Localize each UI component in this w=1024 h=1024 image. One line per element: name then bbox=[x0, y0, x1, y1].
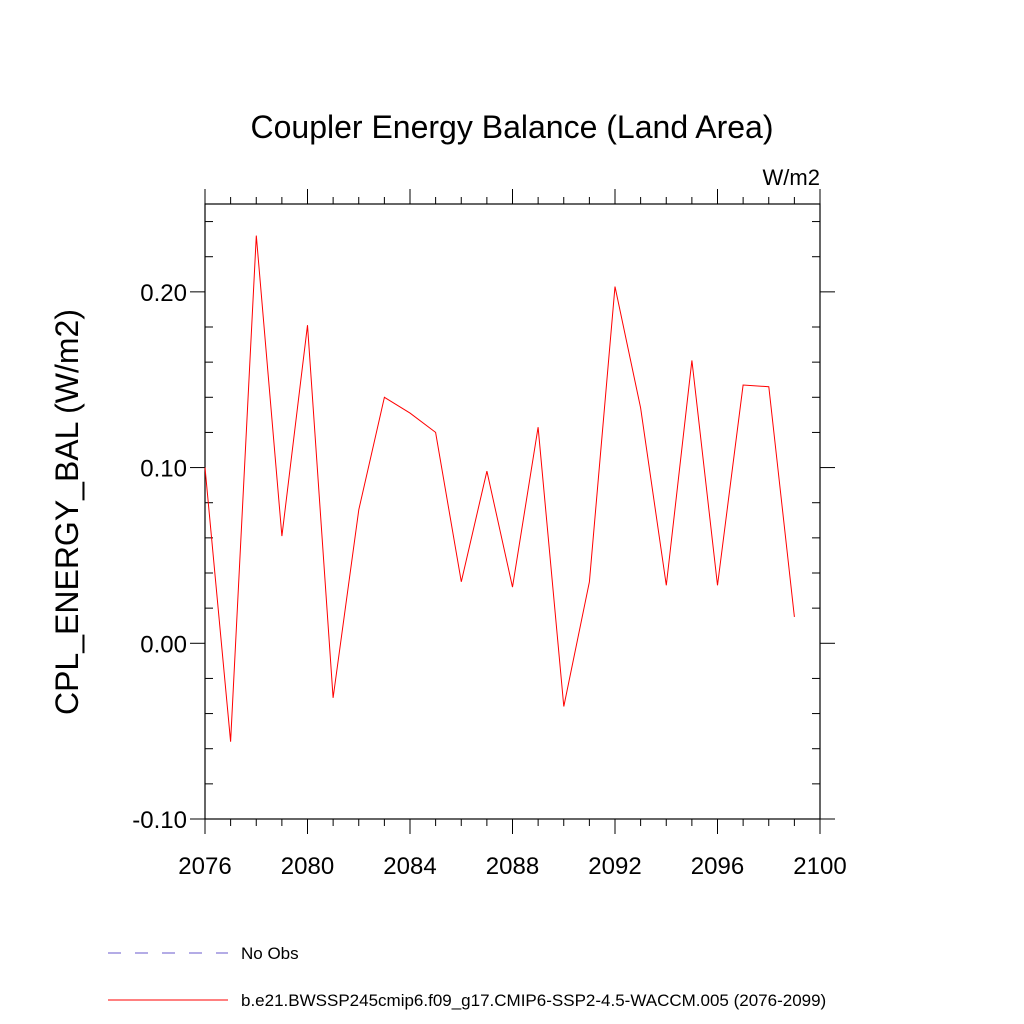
axis-ticks bbox=[190, 189, 835, 834]
y-tick-label: -0.10 bbox=[132, 807, 187, 834]
x-tick-label: 2100 bbox=[793, 853, 846, 880]
x-tick-label: 2092 bbox=[588, 853, 641, 880]
x-tick-label: 2084 bbox=[383, 853, 436, 880]
data-series-line bbox=[204, 235, 795, 742]
series-layer bbox=[204, 235, 795, 742]
units-label: W/m2 bbox=[763, 165, 820, 190]
x-tick-label: 2088 bbox=[486, 853, 539, 880]
legend-label: No Obs bbox=[241, 944, 299, 963]
chart-title: Coupler Energy Balance (Land Area) bbox=[251, 109, 774, 145]
x-tick-label: 2080 bbox=[281, 853, 334, 880]
legend-label: b.e21.BWSSP245cmip6.f09_g17.CMIP6-SSP2-4… bbox=[241, 991, 826, 1010]
x-tick-label: 2096 bbox=[691, 853, 744, 880]
x-tick-label: 2076 bbox=[178, 853, 231, 880]
y-tick-label: 0.00 bbox=[140, 631, 187, 658]
axis-tick-labels: 2076 2080 2084 2088 2092 2096 2100 -0.10 0.00 0.1… bbox=[132, 280, 846, 880]
y-tick-label: 0.10 bbox=[140, 456, 187, 483]
y-tick-label: 0.20 bbox=[140, 280, 187, 307]
plot-frame bbox=[204, 203, 821, 820]
legend: No Obs b.e21.BWSSP245cmip6.f09_g17.CMIP6-… bbox=[108, 944, 826, 1010]
y-axis-title: CPL_ENERGY_BAL (W/m2) bbox=[49, 309, 85, 715]
